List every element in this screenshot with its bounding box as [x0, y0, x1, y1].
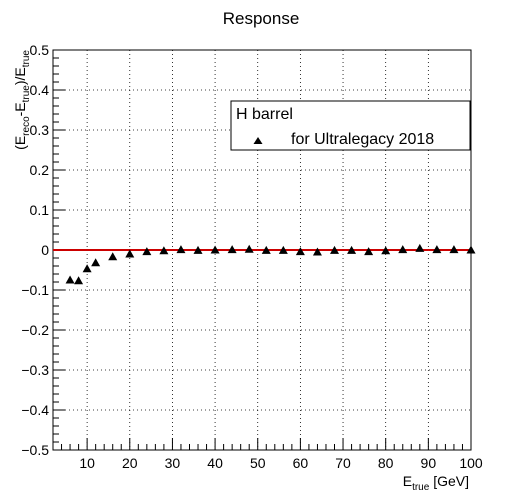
- data-point-triangle: [74, 276, 84, 285]
- legend: H barrel for Ultralegacy 2018: [230, 100, 471, 151]
- y-axis-label-s2: true: [21, 85, 32, 103]
- data-point-triangle: [176, 245, 186, 254]
- y-tick-label: −0.4: [21, 402, 49, 418]
- y-tick-label: 0.2: [30, 162, 50, 178]
- y-axis-label-s3: true: [21, 50, 32, 68]
- legend-entry-label: for Ultralegacy 2018: [291, 131, 434, 148]
- data-point-triangle: [312, 247, 322, 256]
- legend-triangle-marker-icon: [253, 137, 263, 144]
- data-point-triangle: [449, 245, 459, 254]
- legend-box: [230, 100, 471, 151]
- data-point-triangle: [65, 275, 75, 284]
- y-tick-label: 0.1: [30, 202, 50, 218]
- x-tick-label: 10: [79, 455, 95, 471]
- y-tick-label: 0.5: [30, 42, 50, 58]
- data-point-triangle: [91, 258, 101, 267]
- data-point-triangle: [142, 247, 152, 256]
- data-point-triangle: [415, 243, 425, 252]
- data-point-triangle: [82, 264, 92, 273]
- data-point-triangle: [125, 249, 135, 258]
- data-point-triangle: [278, 245, 288, 254]
- y-tick-label: 0.4: [30, 82, 50, 98]
- x-tick-label: 80: [378, 455, 394, 471]
- x-axis-label-main: E: [403, 473, 412, 489]
- data-point-triangle: [193, 245, 203, 254]
- x-tick-labels: 10 20 30 40 50 60 70 80 90 100: [79, 455, 483, 471]
- y-axis-label-s1: reco: [21, 116, 32, 136]
- y-tick-label: −0.2: [21, 322, 49, 338]
- data-point-triangle: [108, 252, 118, 261]
- data-point-triangle: [330, 245, 340, 254]
- x-axis-label: Etrue [GeV]: [403, 473, 469, 493]
- data-point-triangle: [432, 245, 442, 254]
- data-point-triangle: [244, 244, 254, 253]
- y-axis-label-p2: -E: [12, 102, 28, 116]
- x-axis-label-sub: true: [412, 482, 430, 493]
- data-point-triangle: [381, 246, 391, 255]
- y-tick-labels: −0.5 −0.4 −0.3 −0.2 −0.1 0 0.1 0.2 0.3 0.4 0.5: [21, 42, 49, 458]
- y-axis-label-p3: )/E: [12, 67, 28, 85]
- chart-title: Response: [223, 9, 300, 28]
- data-point-triangle: [347, 245, 357, 254]
- data-point-triangle: [364, 247, 374, 256]
- data-points: [65, 243, 476, 285]
- x-tick-label: 30: [165, 455, 181, 471]
- data-point-triangle: [398, 245, 408, 254]
- axis-ticks: [53, 49, 472, 451]
- x-tick-label: 40: [207, 455, 223, 471]
- data-point-triangle: [295, 247, 305, 256]
- data-point-triangle: [210, 245, 220, 254]
- x-tick-label: 90: [421, 455, 437, 471]
- y-axis-label-p1: (E: [12, 136, 28, 150]
- y-tick-label: 0: [41, 242, 49, 258]
- legend-header: H barrel: [236, 106, 293, 123]
- x-axis-label-tail: [GeV]: [429, 473, 469, 489]
- x-tick-label: 50: [250, 455, 266, 471]
- data-point-triangle: [227, 245, 237, 254]
- x-tick-label: 60: [293, 455, 309, 471]
- data-point-triangle: [261, 245, 271, 254]
- x-tick-label: 20: [122, 455, 138, 471]
- y-tick-label: −0.3: [21, 362, 49, 378]
- y-tick-label: −0.1: [21, 282, 49, 298]
- y-axis-label: (Ereco-Etrue)/Etrue: [12, 50, 32, 150]
- y-tick-label: −0.5: [21, 442, 49, 458]
- y-tick-label: 0.3: [30, 122, 50, 138]
- data-point-triangle: [466, 245, 476, 254]
- x-tick-label: 100: [459, 455, 483, 471]
- x-tick-label: 70: [335, 455, 351, 471]
- data-point-triangle: [159, 246, 169, 255]
